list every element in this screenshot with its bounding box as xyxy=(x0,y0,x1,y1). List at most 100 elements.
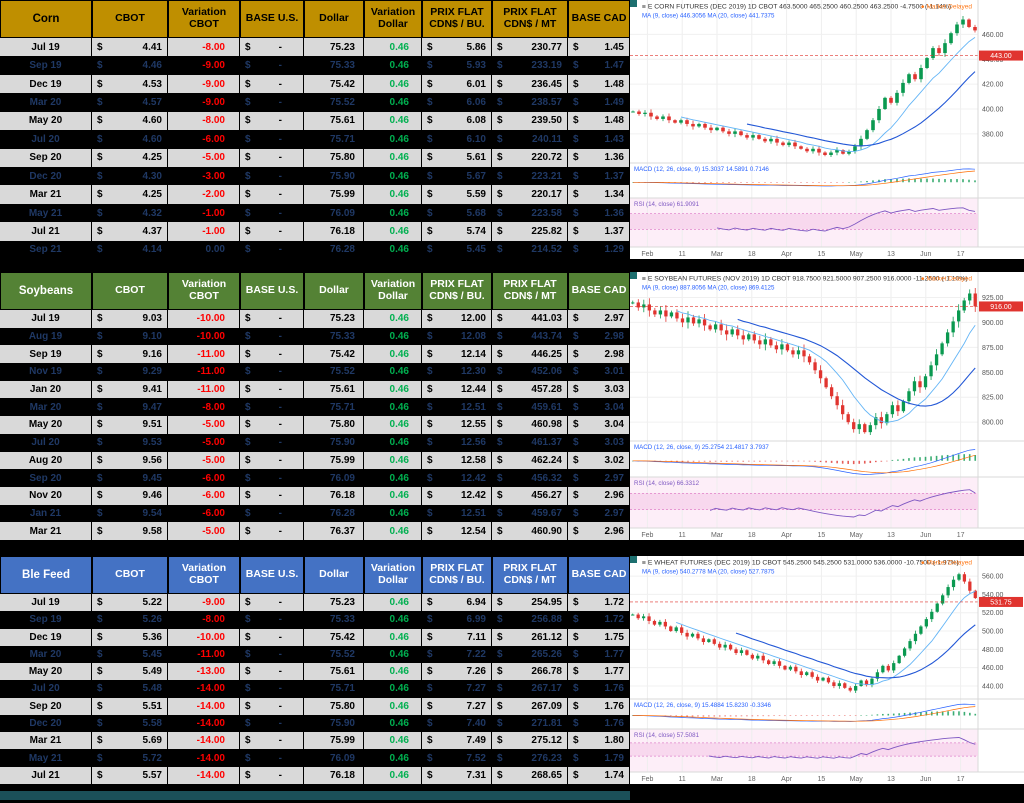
prix-flat-bu-cell: $7.26 xyxy=(422,663,492,681)
variation-dollar-cell: 0.46 xyxy=(364,345,422,364)
ma-label: MA (9, close) 446.3056 MA (20, close) 44… xyxy=(642,13,775,20)
x-axis-label: 18 xyxy=(748,776,756,783)
macd-label: MACD (12, 26, close, 9) 15.3037 14.5891 … xyxy=(634,166,769,173)
prix-flat-bu-cell: $12.14 xyxy=(422,345,492,364)
variation-cbot-cell: -3.00 xyxy=(168,166,240,186)
variation-dollar-cell: 0.46 xyxy=(364,594,422,612)
column-header: CBOT xyxy=(92,272,168,310)
x-axis-label: Apr xyxy=(781,251,793,258)
soybeans-table: Soybeans CBOT Variation CBOT BASE U.S. Dolla… xyxy=(0,272,630,540)
column-header: CBOT xyxy=(92,556,168,594)
soybeans-chart[interactable]: Feb 11 Mar 18 Apr 15 May 13 Jun 17 800.00 825.00 850… xyxy=(630,272,1024,540)
table-row: Sep 20 $5.51 -14.00 $ -75.80 0.46 $7.27 $267.09… xyxy=(0,697,630,715)
prix-flat-bu-cell: $5.74 xyxy=(422,222,492,241)
base-cad-cell: $1.48 xyxy=(568,74,630,94)
base-us-cell: $ - xyxy=(240,522,304,540)
variation-dollar-cell: 0.46 xyxy=(364,56,422,75)
variation-cbot-cell: -6.00 xyxy=(168,469,240,487)
prix-flat-mt-cell: $459.67 xyxy=(492,504,568,523)
dollar-cell: 75.80 xyxy=(304,697,364,715)
base-us-cell: $ - xyxy=(240,56,304,75)
x-axis-label: 18 xyxy=(748,251,756,258)
x-axis-label: Jun xyxy=(920,251,931,258)
dollar-cell: 75.42 xyxy=(304,628,364,646)
table-row: May 20 $5.49 -13.00 $ -75.61 0.46 $7.26 $266.78… xyxy=(0,663,630,681)
dollar-cell: 76.28 xyxy=(304,504,364,523)
month-cell: Jul 21 xyxy=(0,222,92,241)
base-us-cell: $ - xyxy=(240,130,304,149)
prix-flat-mt-cell: $261.12 xyxy=(492,628,568,646)
prix-flat-bu-cell: $5.61 xyxy=(422,148,492,167)
column-header: Dollar xyxy=(304,556,364,594)
variation-cbot-cell: -6.00 xyxy=(168,486,240,505)
column-header: BASE U.S. xyxy=(240,272,304,310)
month-cell: Jul 20 xyxy=(0,433,92,452)
prix-flat-mt-cell: $256.88 xyxy=(492,611,568,629)
x-axis-label: 17 xyxy=(957,251,965,258)
prix-flat-bu-cell: $5.45 xyxy=(422,240,492,260)
base-cad-cell: $3.04 xyxy=(568,398,630,417)
cbot-cell: $5.57 xyxy=(92,766,168,784)
base-cad-cell: $2.97 xyxy=(568,310,630,328)
column-header: Variation Dollar xyxy=(364,272,422,310)
month-cell: Dec 20 xyxy=(0,166,92,186)
x-axis-label: 13 xyxy=(887,532,895,539)
prix-flat-bu-cell: $12.54 xyxy=(422,522,492,540)
prix-flat-bu-cell: $7.31 xyxy=(422,766,492,784)
column-header: Variation Dollar xyxy=(364,0,422,38)
month-cell: Jul 21 xyxy=(0,766,92,784)
prix-flat-mt-cell: $220.17 xyxy=(492,185,568,204)
prix-flat-mt-cell: $443.74 xyxy=(492,327,568,346)
table-row: May 21 $4.32 -1.00 $ -76.09 0.46 $5.68 $223.58 $… xyxy=(0,203,630,223)
table-row: Mar 21 $9.58 -5.00 $ -76.37 0.46 $12.54 $460.90… xyxy=(0,522,630,540)
prix-flat-bu-cell: $12.51 xyxy=(422,504,492,523)
table-row: Nov 20 $9.46 -6.00 $ -76.18 0.46 $12.42 $456.27… xyxy=(0,486,630,505)
x-axis-label: Feb xyxy=(641,532,653,539)
column-header: BASE CAD xyxy=(568,0,630,38)
month-cell: Sep 19 xyxy=(0,611,92,629)
market-delayed-watermark: ● Market Delayed xyxy=(921,4,973,11)
variation-cbot-cell: -14.00 xyxy=(168,714,240,733)
prix-flat-mt-cell: $441.03 xyxy=(492,310,568,328)
table-row: Sep 20 $4.25 -5.00 $ -75.80 0.46 $5.61 $220.72 $… xyxy=(0,148,630,167)
last-price-tag xyxy=(979,596,1023,607)
price-chart-svg: Feb 11 Mar 18 Apr 15 May 13 Jun 17 800.00 825.00 850… xyxy=(630,272,1024,540)
table-row: May 20 $4.60 -8.00 $ -75.61 0.46 $6.08 $239.50 $… xyxy=(0,111,630,131)
month-cell: Aug 20 xyxy=(0,451,92,470)
table-row: Sep 21 $4.14 0.00 $ -76.28 0.46 $5.45 $214.52 $1… xyxy=(0,240,630,260)
variation-cbot-cell: -13.00 xyxy=(168,663,240,681)
variation-cbot-cell: -14.00 xyxy=(168,749,240,767)
table-row: Mar 20 $4.57 -9.00 $ -75.52 0.46 $6.06 $238.57 $… xyxy=(0,93,630,112)
table-row: Jul 20 $5.48 -14.00 $ -75.71 0.46 $7.27 $267.17… xyxy=(0,680,630,698)
cbot-cell: $9.56 xyxy=(92,451,168,470)
variation-cbot-cell: -11.00 xyxy=(168,645,240,664)
cbot-cell: $9.53 xyxy=(92,433,168,452)
ma-label: MA (9, close) 887.8056 MA (20, close) 86… xyxy=(642,285,775,292)
variation-cbot-cell: -14.00 xyxy=(168,766,240,784)
prix-flat-mt-cell: $236.45 xyxy=(492,74,568,94)
corn-chart[interactable]: Feb 11 Mar 18 Apr 15 May 13 Jun 17 380.00 400.00 420… xyxy=(630,0,1024,259)
cbot-cell: $4.37 xyxy=(92,222,168,241)
month-cell: Dec 19 xyxy=(0,628,92,646)
x-axis-label: Jun xyxy=(920,532,931,539)
table-row: Jan 20 $9.41 -11.00 $ -75.61 0.46 $12.44 $457.2… xyxy=(0,380,630,399)
base-cad-cell: $1.29 xyxy=(568,240,630,260)
cbot-cell: $9.10 xyxy=(92,327,168,346)
prix-flat-mt-cell: $223.21 xyxy=(492,166,568,186)
cbot-cell: $5.26 xyxy=(92,611,168,629)
dollar-cell: 75.52 xyxy=(304,93,364,112)
base-us-cell: $ - xyxy=(240,663,304,681)
table-row: Jul 19 $5.22 -9.00 $ -75.23 0.46 $6.94 $254.95 $… xyxy=(0,594,630,612)
base-cad-cell: $1.36 xyxy=(568,203,630,223)
cbot-cell: $5.58 xyxy=(92,714,168,733)
prix-flat-mt-cell: $275.12 xyxy=(492,732,568,750)
column-header: Variation CBOT xyxy=(168,0,240,38)
cbot-cell: $9.47 xyxy=(92,398,168,417)
rsi-label: RSI (14, close) 57.5081 xyxy=(634,732,700,739)
table-header: Ble Feed CBOT Variation CBOT BASE U.S. Dolla… xyxy=(0,556,630,594)
ble-feed-chart[interactable]: Feb 11 Mar 18 Apr 15 May 13 Jun 17 440.00 460.00 480… xyxy=(630,556,1024,784)
variation-dollar-cell: 0.46 xyxy=(364,148,422,167)
variation-cbot-cell: -9.00 xyxy=(168,56,240,75)
dollar-cell: 75.80 xyxy=(304,416,364,434)
prix-flat-mt-cell: $223.58 xyxy=(492,203,568,223)
